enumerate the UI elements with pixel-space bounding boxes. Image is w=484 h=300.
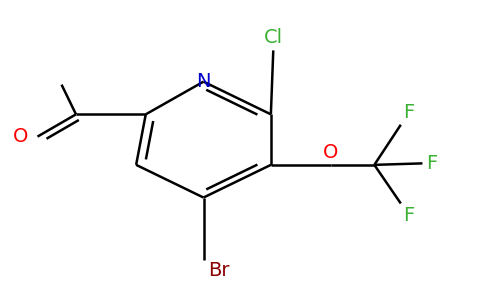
Text: F: F xyxy=(426,154,438,173)
Text: N: N xyxy=(196,72,211,91)
Text: O: O xyxy=(323,143,339,162)
Text: F: F xyxy=(403,103,414,122)
Text: Cl: Cl xyxy=(264,28,283,47)
Text: O: O xyxy=(13,127,28,146)
Text: Br: Br xyxy=(208,262,230,281)
Text: F: F xyxy=(403,206,414,226)
